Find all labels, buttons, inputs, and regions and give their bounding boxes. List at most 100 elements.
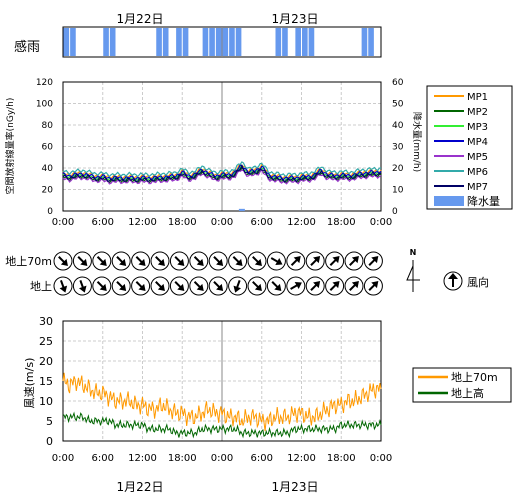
- radiation-chart-frame: [62, 81, 382, 212]
- rain-sensor-bar: [368, 28, 374, 56]
- wind-arrow-icon: [189, 251, 209, 271]
- wind-arrow-icon: [344, 251, 364, 271]
- wind-arrow-icon: [325, 251, 345, 271]
- wind-row-label-70m: 地上70m: [5, 255, 52, 268]
- wind-row-label-ground: 地上: [30, 280, 52, 293]
- wind-speed-line: [62, 372, 382, 432]
- wind-arrow-icon: [169, 251, 189, 271]
- wind-arrow-icon: [150, 276, 170, 296]
- wind-arrow-head: [157, 258, 165, 266]
- wind-arrow-head: [294, 282, 302, 289]
- wind-arrow-icon: [53, 276, 73, 296]
- legend-label-mp5: MP5: [467, 152, 488, 163]
- rain-sensor-bar: [282, 28, 288, 56]
- x-tick-label: 6:00: [92, 453, 114, 464]
- rain-sensor-bar: [361, 28, 368, 56]
- wind-arrow-icon: [363, 276, 383, 296]
- rain-sensor-bar: [275, 28, 282, 56]
- x-tick-label: 0:00: [211, 453, 233, 464]
- rain-sensor-bar: [215, 28, 222, 56]
- x-tick-label: 0:00: [370, 217, 392, 228]
- wind-arrow-icon: [72, 251, 92, 271]
- wind-direction-arrows: [53, 251, 383, 296]
- legend-label-mp2: MP2: [467, 107, 488, 118]
- wind-arrow-icon: [286, 276, 306, 296]
- x-tick-label: 12:00: [128, 217, 157, 228]
- y-tick-label: 5: [46, 415, 53, 428]
- wind-arrow-icon: [305, 251, 325, 271]
- wind-arrow-head: [196, 283, 204, 291]
- wind-arrow-head: [216, 258, 224, 266]
- legend-label-precip: 降水量: [467, 194, 500, 208]
- radiation-x-ticks: 0:00 6:00 12:00 18:00 0:00 6:00 12:00 18:00 0:00: [52, 217, 392, 228]
- wind-arrow-head: [274, 283, 282, 291]
- y2-tick-label: 10: [392, 186, 404, 196]
- wind-arrow-head: [254, 258, 262, 266]
- date-label-top-1: 1月22日: [117, 12, 164, 26]
- wind-arrow-head: [371, 281, 379, 289]
- x-tick-label: 6:00: [251, 453, 273, 464]
- wind-arrow-head: [313, 281, 321, 289]
- wind-arrow-icon: [344, 276, 364, 296]
- wind-arrow-head: [119, 283, 127, 291]
- legend-swatch-precip: [434, 196, 464, 206]
- wind-arrow-icon: [111, 251, 131, 271]
- y-tick-label: 60: [42, 143, 54, 153]
- wind-arrow-head: [313, 256, 321, 264]
- wind-arrow-icon: [53, 251, 73, 271]
- x-tick-label: 12:00: [287, 453, 316, 464]
- precipitation-bar: [238, 208, 245, 211]
- x-tick-label: 18:00: [327, 453, 356, 464]
- radiation-series-lines: [62, 161, 382, 185]
- wind-arrow-icon: [131, 276, 151, 296]
- y-tick-label: 120: [36, 78, 53, 88]
- rain-sensor-bar: [209, 28, 215, 56]
- wind-arrow-icon: [189, 276, 209, 296]
- date-label-top-2: 1月23日: [272, 12, 319, 26]
- x-tick-label: 0:00: [52, 217, 74, 228]
- wind-arrow-head: [371, 256, 379, 264]
- series-line-mp6: [62, 161, 382, 178]
- rain-sensor-label: 感雨: [14, 39, 40, 55]
- precipitation-bars: [238, 208, 245, 211]
- wind-arrow-head: [138, 258, 146, 266]
- rain-sensor-bar: [162, 28, 169, 56]
- wind-arrow-head: [177, 283, 185, 291]
- y-tick-label: 100: [36, 100, 53, 110]
- rain-sensor-bar: [235, 28, 242, 56]
- rain-sensor-bar: [308, 28, 315, 56]
- wind-arrow-head: [196, 258, 204, 266]
- wind-arrow-head: [275, 258, 283, 265]
- x-tick-label: 0:00: [370, 453, 392, 464]
- wind-arrow-head: [233, 285, 242, 293]
- y-tick-label: 0: [47, 207, 53, 217]
- y-tick-label: 20: [42, 186, 54, 196]
- wind-arrow-head: [78, 285, 87, 293]
- wind-arrow-head: [157, 283, 165, 291]
- wind-arrow-icon: [169, 276, 189, 296]
- wind-arrow-icon: [72, 276, 92, 296]
- legend-label-mp1: MP1: [467, 92, 488, 103]
- wind-arrow-icon: [325, 276, 345, 296]
- radiation-y-axis-label: 空間放射線量率(nGy/h): [4, 98, 16, 195]
- x-tick-label: 12:00: [128, 453, 157, 464]
- wind-arrow-icon: [247, 251, 267, 271]
- x-tick-label: 18:00: [168, 217, 197, 228]
- wind-arrow-head: [351, 256, 359, 264]
- y2-tick-label: 40: [392, 121, 404, 131]
- wind-arrow-head: [216, 283, 224, 291]
- wind-arrow-icon: [111, 276, 131, 296]
- rain-sensor-bar: [295, 28, 301, 56]
- wind-arrow-icon: [266, 276, 286, 296]
- wind-arrow-icon: [286, 251, 306, 271]
- rain-sensor-bar: [229, 28, 235, 56]
- wind-arrow-icon: [131, 251, 151, 271]
- rain-sensor-bar: [103, 28, 109, 56]
- legend-label-mp3: MP3: [467, 122, 488, 133]
- wind-arrow-head: [332, 281, 340, 289]
- radiation-chart-grid: [62, 81, 382, 212]
- wind-arrow-head: [332, 256, 340, 264]
- radiation-legend-box: [426, 85, 513, 210]
- wind-speed-chart-grid: [62, 320, 382, 442]
